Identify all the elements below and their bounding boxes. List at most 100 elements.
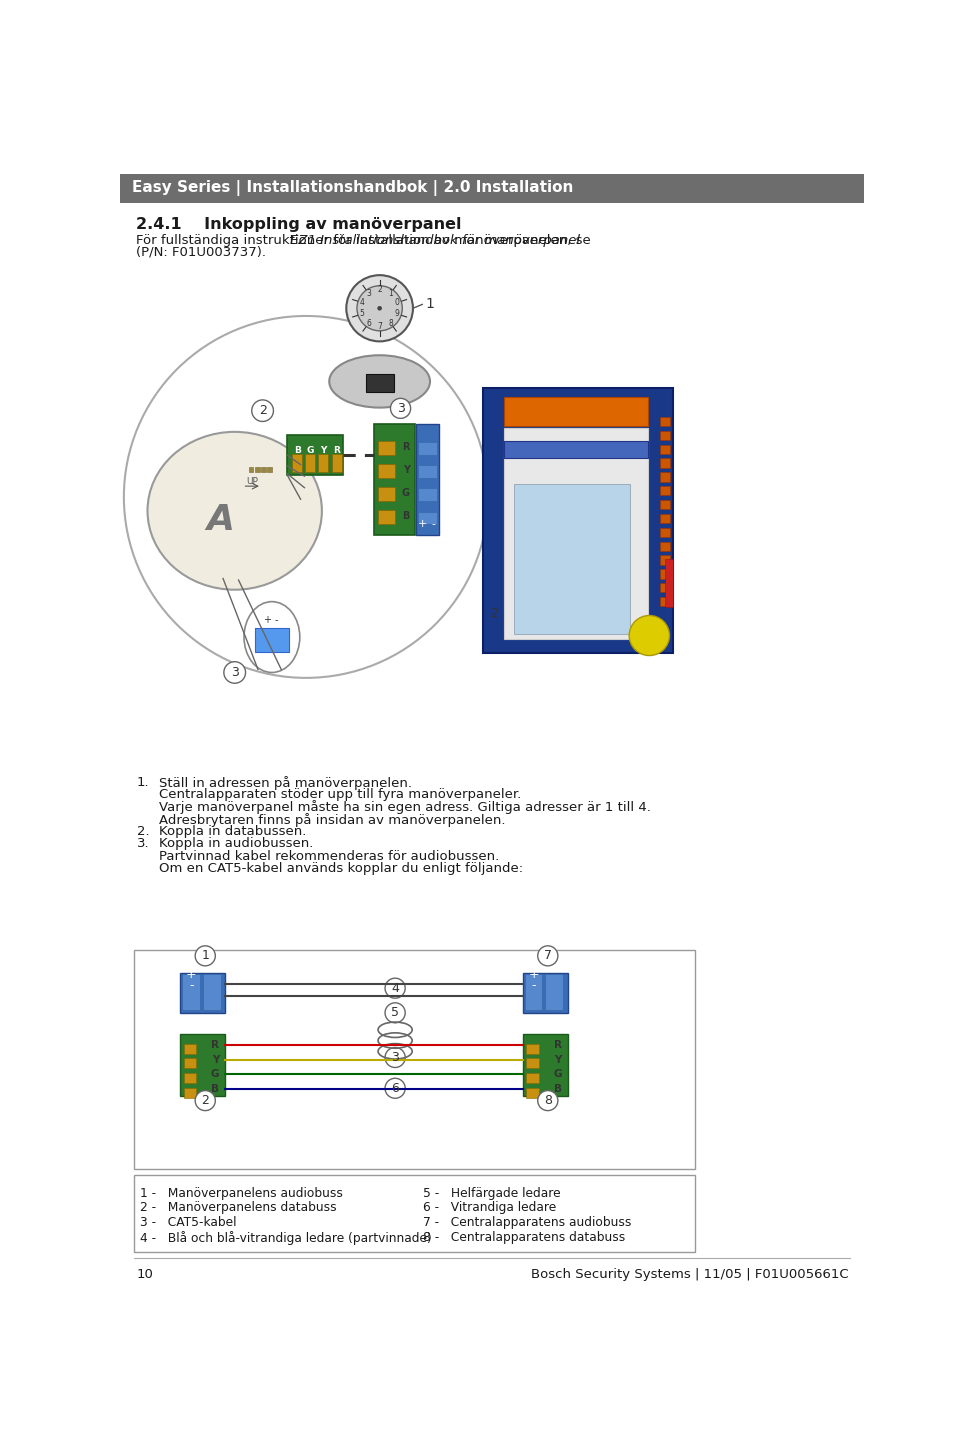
Bar — [514, 484, 630, 633]
Text: UP: UP — [246, 477, 257, 486]
Text: Ställ in adressen på manöverpanelen.: Ställ in adressen på manöverpanelen. — [158, 775, 412, 790]
Text: R: R — [402, 442, 410, 451]
Bar — [660, 473, 670, 482]
Text: Y: Y — [321, 445, 326, 455]
Bar — [416, 424, 440, 535]
Bar — [180, 1034, 226, 1096]
Circle shape — [385, 1004, 405, 1022]
Bar — [261, 467, 266, 473]
Text: 8 -   Centralapparatens databuss: 8 - Centralapparatens databuss — [423, 1231, 625, 1244]
Text: Varje manöverpanel måste ha sin egen adress. Giltiga adresser är 1 till 4.: Varje manöverpanel måste ha sin egen adr… — [158, 800, 651, 814]
Circle shape — [347, 275, 413, 341]
Text: -: - — [431, 519, 435, 529]
Circle shape — [224, 662, 246, 684]
Text: 6: 6 — [366, 318, 372, 328]
Ellipse shape — [148, 432, 322, 590]
Text: Y: Y — [403, 466, 410, 474]
Text: A: A — [206, 503, 235, 536]
Bar — [660, 486, 670, 496]
Circle shape — [195, 1090, 215, 1111]
Bar — [319, 454, 328, 473]
Bar — [660, 555, 670, 565]
Bar — [120, 174, 864, 202]
Bar — [374, 424, 415, 535]
Text: 5: 5 — [391, 1006, 399, 1019]
Bar — [419, 512, 437, 523]
Text: G: G — [402, 489, 410, 497]
Bar — [660, 542, 670, 551]
Bar — [305, 454, 315, 473]
Text: Easy Series | Installationshandbok | 2.0 Installation: Easy Series | Installationshandbok | 2.0… — [132, 181, 573, 197]
Ellipse shape — [244, 602, 300, 672]
Circle shape — [385, 1079, 405, 1099]
Text: +: + — [529, 967, 540, 980]
Bar — [504, 396, 648, 427]
Bar — [660, 431, 670, 440]
Text: 1: 1 — [425, 298, 435, 311]
Bar — [660, 570, 670, 578]
Text: B: B — [402, 512, 410, 521]
Text: 4: 4 — [391, 982, 399, 995]
Text: 3.: 3. — [137, 837, 150, 850]
Text: 2 -   Manöverpanelens databuss: 2 - Manöverpanelens databuss — [140, 1202, 337, 1215]
Bar — [419, 489, 437, 500]
Bar — [366, 373, 394, 392]
Text: 6 -   Vitrandiga ledare: 6 - Vitrandiga ledare — [423, 1202, 556, 1215]
Text: 1 -   Manöverpanelens audiobuss: 1 - Manöverpanelens audiobuss — [140, 1187, 343, 1200]
Text: -: - — [275, 615, 278, 625]
Bar — [183, 1058, 196, 1069]
Text: (P/N: F01U003737).: (P/N: F01U003737). — [135, 246, 266, 259]
Text: 2: 2 — [258, 405, 267, 418]
Text: Y: Y — [212, 1054, 219, 1064]
Text: 3: 3 — [391, 1051, 399, 1064]
Bar — [660, 583, 670, 593]
Text: Om en CAT5-kabel används kopplar du enligt följande:: Om en CAT5-kabel används kopplar du enli… — [158, 862, 523, 875]
Bar — [524, 975, 542, 1009]
Bar — [180, 973, 226, 1012]
Circle shape — [385, 1047, 405, 1067]
Bar — [182, 975, 200, 1009]
Bar — [292, 454, 302, 473]
Text: 3 -   CAT5-kabel: 3 - CAT5-kabel — [140, 1216, 237, 1229]
Text: 3: 3 — [230, 667, 239, 680]
Text: -: - — [189, 979, 194, 992]
Text: 3: 3 — [396, 402, 404, 415]
Bar — [523, 1034, 568, 1096]
Text: Partvinnad kabel rekommenderas för audiobussen.: Partvinnad kabel rekommenderas för audio… — [158, 850, 499, 863]
Text: 4 -   Blå och blå-vitrandiga ledare (partvinnade): 4 - Blå och blå-vitrandiga ledare (partv… — [140, 1231, 432, 1245]
Text: Koppla in databussen.: Koppla in databussen. — [158, 824, 306, 837]
Text: 5: 5 — [359, 309, 364, 318]
Text: B: B — [294, 445, 300, 455]
Text: 9: 9 — [395, 309, 399, 318]
Bar — [660, 513, 670, 523]
Text: G: G — [210, 1070, 219, 1079]
Bar — [523, 973, 568, 1012]
Text: 8: 8 — [388, 318, 393, 328]
Text: Bosch Security Systems | 11/05 | F01U005661C: Bosch Security Systems | 11/05 | F01U005… — [531, 1268, 849, 1281]
Text: R: R — [554, 1040, 562, 1050]
Text: 2.4.1    Inkoppling av manöverpanel: 2.4.1 Inkoppling av manöverpanel — [135, 217, 461, 231]
Circle shape — [377, 307, 382, 311]
Bar — [378, 441, 396, 454]
Circle shape — [391, 398, 411, 418]
Text: För fullständiga instruktioner för installation av manöverpanelen, se: För fullständiga instruktioner för insta… — [135, 234, 594, 247]
Text: -: - — [532, 979, 536, 992]
Bar — [526, 1044, 539, 1054]
Text: Koppla in audiobussen.: Koppla in audiobussen. — [158, 837, 313, 850]
Bar — [660, 416, 670, 427]
Bar — [660, 500, 670, 509]
Text: R: R — [211, 1040, 219, 1050]
Text: 3: 3 — [366, 289, 372, 298]
Circle shape — [538, 946, 558, 966]
Text: G: G — [553, 1070, 562, 1079]
Text: Centralapparaten stöder upp till fyra manöverpaneler.: Centralapparaten stöder upp till fyra ma… — [158, 788, 521, 801]
Text: EZ1 Installationshandbok för manöverpanel: EZ1 Installationshandbok för manöverpane… — [290, 234, 580, 247]
Bar — [660, 528, 670, 536]
Bar — [378, 464, 396, 477]
Bar — [183, 1087, 196, 1098]
Bar — [665, 560, 673, 607]
Text: 7: 7 — [377, 322, 382, 331]
Text: 8: 8 — [543, 1095, 552, 1108]
Text: 1: 1 — [388, 289, 393, 298]
Text: B: B — [554, 1084, 562, 1095]
